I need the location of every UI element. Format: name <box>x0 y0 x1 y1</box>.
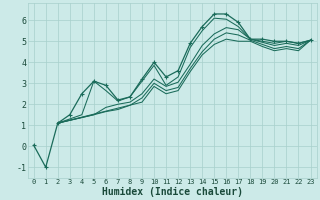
X-axis label: Humidex (Indice chaleur): Humidex (Indice chaleur) <box>101 186 243 197</box>
